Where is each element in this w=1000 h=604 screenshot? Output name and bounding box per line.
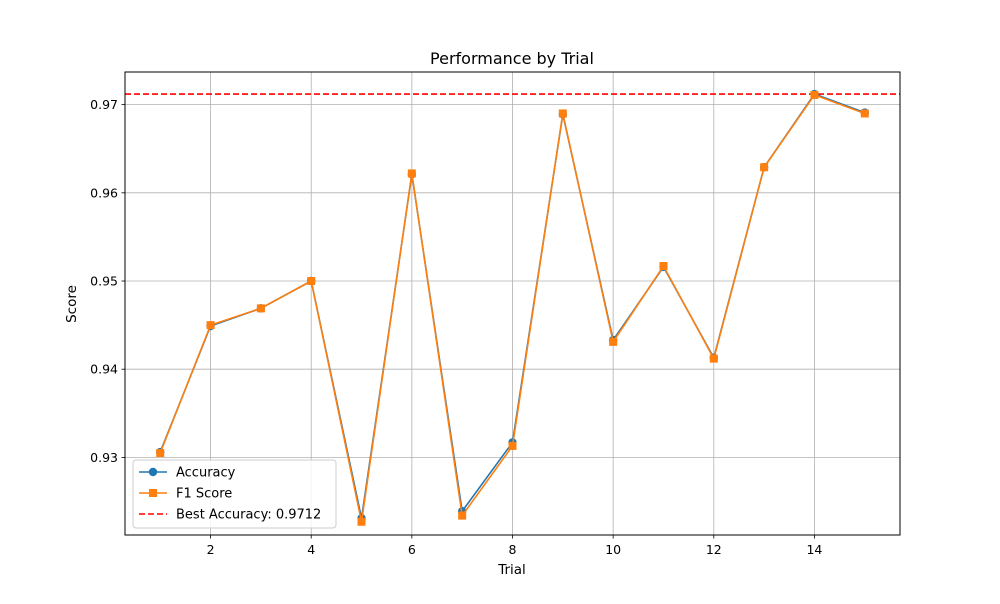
series-layer xyxy=(156,89,869,526)
axis-ticks: 2 4 6 8 10 12 14 0.93 0.94 0.95 0.96 0.97 xyxy=(90,97,822,557)
data-point-marker xyxy=(659,262,668,271)
data-point-marker xyxy=(458,511,467,520)
data-point-marker xyxy=(860,109,869,118)
data-point-marker xyxy=(307,277,316,286)
data-point-marker xyxy=(558,109,567,118)
y-tick-label: 0.95 xyxy=(90,274,118,289)
x-tick-label: 6 xyxy=(408,542,416,557)
x-tick-label: 12 xyxy=(706,542,722,557)
y-axis-label: Score xyxy=(64,285,80,323)
y-tick-label: 0.94 xyxy=(90,362,118,377)
data-point-marker xyxy=(609,337,618,346)
data-point-marker xyxy=(760,163,769,172)
data-point-marker xyxy=(407,169,416,178)
chart-title: Performance by Trial xyxy=(430,49,594,68)
series-f1-score xyxy=(156,90,869,526)
data-point-marker xyxy=(810,90,819,99)
x-tick-label: 10 xyxy=(605,542,621,557)
data-point-marker xyxy=(709,354,718,363)
y-tick-label: 0.96 xyxy=(90,185,118,200)
grid xyxy=(125,72,900,535)
legend-label: F1 Score xyxy=(176,487,232,502)
data-point-marker xyxy=(256,304,265,313)
data-point-marker xyxy=(508,441,517,450)
x-tick-label: 2 xyxy=(207,542,215,557)
x-tick-label: 14 xyxy=(806,542,822,557)
data-point-marker xyxy=(357,517,366,526)
data-point-marker xyxy=(156,448,165,457)
legend-swatch-marker xyxy=(149,489,157,497)
legend-label: Accuracy xyxy=(176,466,236,481)
x-axis-label: Trial xyxy=(497,562,526,578)
data-point-marker xyxy=(206,321,215,330)
y-tick-label: 0.97 xyxy=(90,97,118,112)
x-tick-label: 4 xyxy=(307,542,315,557)
x-tick-label: 8 xyxy=(509,542,517,557)
legend-label: Best Accuracy: 0.9712 xyxy=(176,508,321,523)
legend-swatch-marker xyxy=(148,467,158,477)
legend-box xyxy=(132,459,337,529)
y-tick-label: 0.93 xyxy=(90,450,118,465)
legend: Accuracy F1 Score Best Accuracy: 0.9712 xyxy=(132,459,337,529)
